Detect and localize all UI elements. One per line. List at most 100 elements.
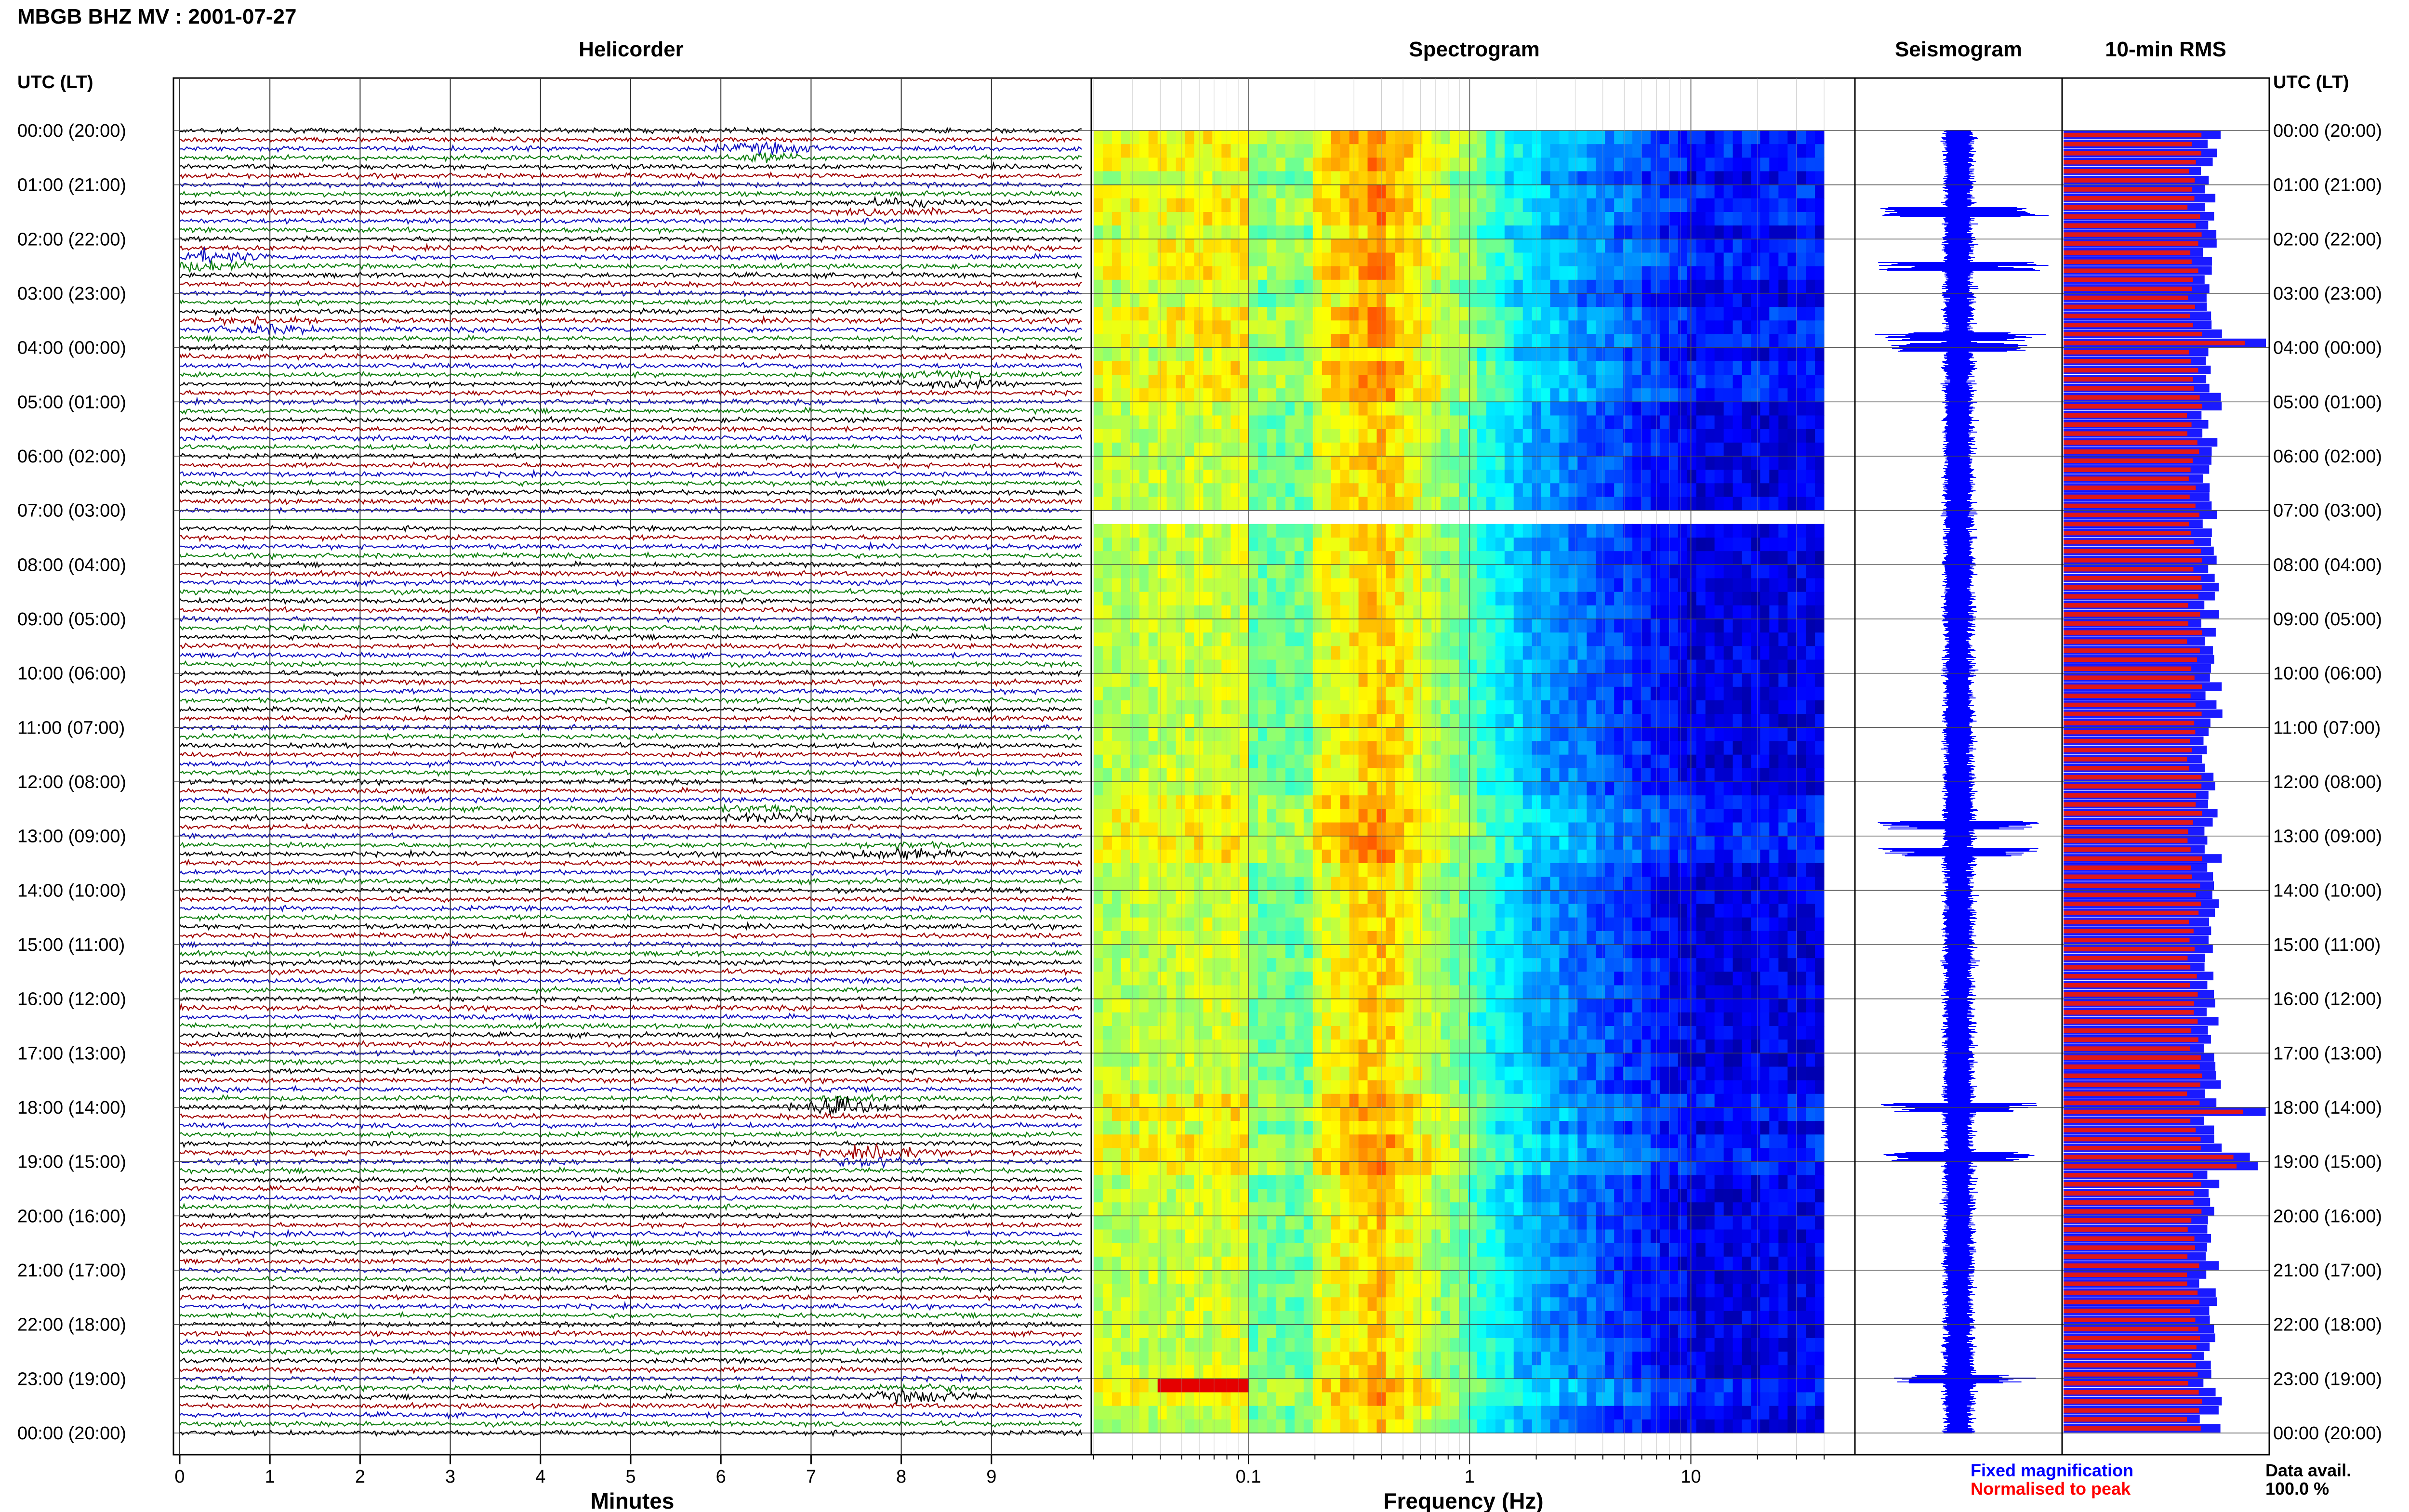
spectrogram-cell xyxy=(1706,361,1715,375)
spectrogram-cell xyxy=(1121,755,1131,769)
spectrogram-cell xyxy=(1577,579,1587,592)
spectrogram-cell xyxy=(1486,673,1496,687)
spectrogram-cell xyxy=(1258,361,1268,375)
spectrogram-cell xyxy=(1787,727,1797,741)
spectrogram-cell xyxy=(1285,918,1295,932)
spectrogram-cell xyxy=(1577,416,1587,430)
spectrogram-cell xyxy=(1623,131,1633,145)
spectrogram-cell xyxy=(1559,579,1569,592)
spectrogram-cell xyxy=(1267,836,1277,850)
spectrogram-cell xyxy=(1194,348,1204,362)
spectrogram-cell xyxy=(1431,768,1441,782)
spectrogram-cell xyxy=(1787,402,1797,416)
spectrogram-cell xyxy=(1185,809,1195,823)
spectrogram-cell xyxy=(1669,511,1679,525)
spectrogram-cell xyxy=(1130,253,1140,267)
spectrogram-cell xyxy=(1249,198,1258,212)
spectrogram-cell xyxy=(1660,741,1669,755)
spectrogram-cell xyxy=(1505,144,1514,158)
spectrogram-cell xyxy=(1112,727,1122,741)
spectrogram-cell xyxy=(1614,768,1624,782)
spectrogram-cell xyxy=(1158,700,1167,714)
spectrogram-cell xyxy=(1231,809,1240,823)
spectrogram-cell xyxy=(1733,579,1743,592)
spectrogram-cell xyxy=(1733,198,1743,212)
spectrogram-cell xyxy=(1623,646,1633,660)
spectrogram-cell xyxy=(1249,253,1258,267)
spectrogram-cell xyxy=(1605,551,1615,565)
spectrogram-cell xyxy=(1295,619,1304,633)
spectrogram-cell xyxy=(1413,307,1423,321)
spectrogram-cell xyxy=(1149,402,1158,416)
spectrogram-cell xyxy=(1176,795,1186,809)
spectrogram-cell xyxy=(1413,375,1423,389)
spectrogram-cell xyxy=(1258,239,1268,253)
spectrogram-cell xyxy=(1295,836,1304,850)
spectrogram-cell xyxy=(1322,171,1332,185)
spectrogram-cell xyxy=(1632,293,1642,307)
spectrogram-cell xyxy=(1514,687,1523,701)
spectrogram-cell xyxy=(1660,212,1669,226)
spectrogram-cell xyxy=(1194,687,1204,701)
spectrogram-cell xyxy=(1221,171,1231,185)
spectrogram-cell xyxy=(1413,225,1423,239)
spectrogram-cell xyxy=(1696,809,1706,823)
spectrogram-cell xyxy=(1733,755,1743,769)
spectrogram-cell xyxy=(1194,795,1204,809)
spectrogram-cell xyxy=(1413,212,1423,226)
spectrogram-cell xyxy=(1103,239,1112,253)
spectrogram-cell xyxy=(1696,511,1706,525)
spectrogram-cell xyxy=(1651,443,1660,457)
spectrogram-cell xyxy=(1176,511,1186,525)
spectrogram-cell xyxy=(1706,524,1715,538)
spectrogram-cell xyxy=(1404,877,1414,891)
spectrogram-cell xyxy=(1194,266,1204,280)
spectrogram-cell xyxy=(1212,551,1222,565)
spectrogram-cell xyxy=(1778,592,1788,606)
spectrogram-cell xyxy=(1359,320,1368,334)
spectrogram-cell xyxy=(1431,266,1441,280)
spectrogram-cell xyxy=(1696,388,1706,402)
spectrogram-cell xyxy=(1614,429,1624,443)
spectrogram-cell xyxy=(1194,592,1204,606)
spectrogram-cell xyxy=(1322,198,1332,212)
spectrogram-cell xyxy=(1724,320,1734,334)
spectrogram-cell xyxy=(1441,212,1450,226)
spectrogram-cell xyxy=(1568,307,1578,321)
spectrogram-cell xyxy=(1678,673,1688,687)
spectrogram-cell xyxy=(1413,429,1423,443)
spectrogram-cell xyxy=(1514,198,1523,212)
spectrogram-cell xyxy=(1787,687,1797,701)
spectrogram-cell xyxy=(1103,158,1112,171)
spectrogram-cell xyxy=(1322,836,1332,850)
spectrogram-cell xyxy=(1194,768,1204,782)
spectrogram-cell xyxy=(1267,823,1277,837)
spectrogram-cell xyxy=(1130,795,1140,809)
spectrogram-cell xyxy=(1158,931,1167,945)
spectrogram-cell xyxy=(1577,619,1587,633)
spectrogram-cell xyxy=(1158,388,1167,402)
spectrogram-cell xyxy=(1577,741,1587,755)
spectrogram-cell xyxy=(1587,239,1596,253)
spectrogram-cell xyxy=(1577,320,1587,334)
spectrogram-cell xyxy=(1660,768,1669,782)
spectrogram-cell xyxy=(1331,741,1341,755)
spectrogram-cell xyxy=(1112,945,1122,959)
spectrogram-cell xyxy=(1295,741,1304,755)
spectrogram-cell xyxy=(1687,850,1697,864)
spectrogram-cell xyxy=(1669,646,1679,660)
spectrogram-cell xyxy=(1103,511,1112,525)
spectrogram-cell xyxy=(1158,823,1167,837)
spectrogram-cell xyxy=(1130,673,1140,687)
spectrogram-cell xyxy=(1486,918,1496,932)
spectrogram-cell xyxy=(1605,714,1615,728)
spectrogram-cell xyxy=(1441,225,1450,239)
spectrogram-cell xyxy=(1413,850,1423,864)
spectrogram-cell xyxy=(1596,836,1605,850)
spectrogram-cell xyxy=(1550,727,1560,741)
spectrogram-cell xyxy=(1669,727,1679,741)
spectrogram-cell xyxy=(1724,673,1734,687)
spectrogram-cell xyxy=(1778,280,1788,294)
spectrogram-cell xyxy=(1450,361,1459,375)
spectrogram-cell xyxy=(1514,348,1523,362)
